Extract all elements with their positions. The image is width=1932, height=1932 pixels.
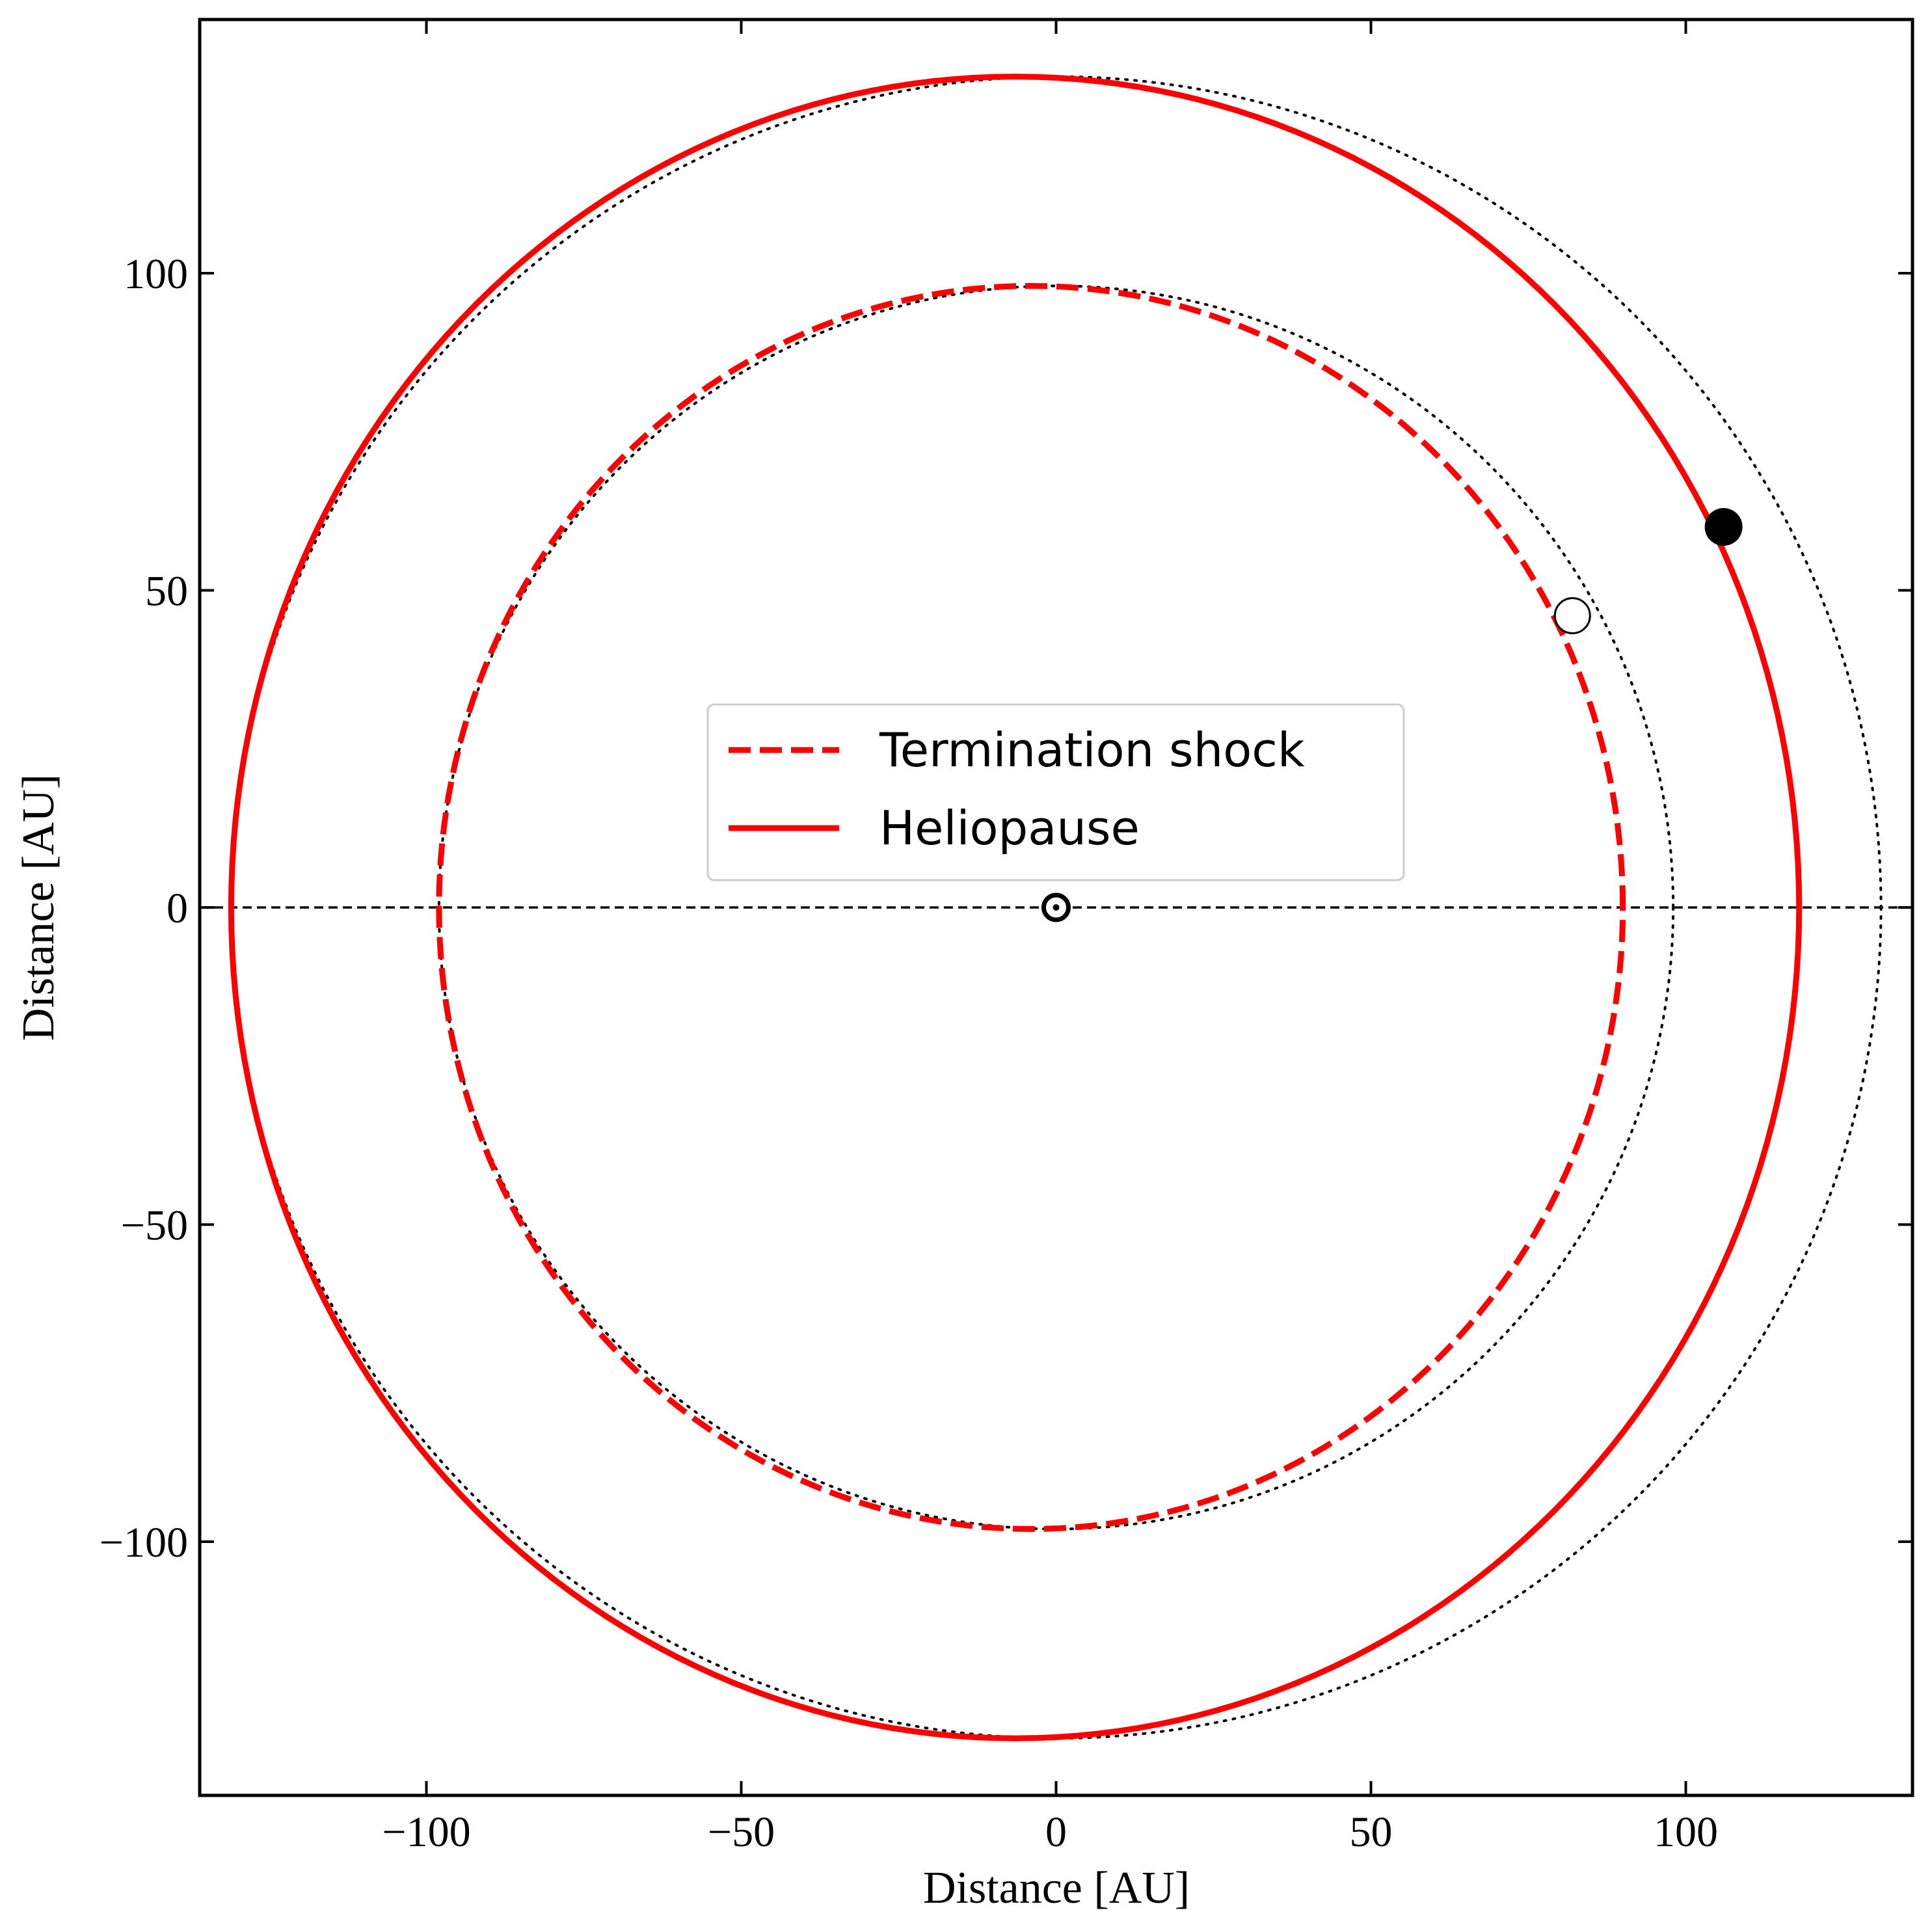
marker-open-circle xyxy=(1553,597,1591,634)
y-tick-label-1: −50 xyxy=(121,1202,188,1250)
x-tick-label-1: −50 xyxy=(708,1808,775,1856)
y-tick-label-3: 50 xyxy=(145,568,188,615)
legend-label-heliopause: Heliopause xyxy=(879,801,1140,855)
x-tick-label-3: 50 xyxy=(1350,1808,1393,1856)
reference-circle-0 xyxy=(437,284,1675,1531)
series-layer xyxy=(228,74,1803,1741)
series-heliopause xyxy=(228,74,1803,1741)
legend-box xyxy=(706,703,1405,881)
marker-filled-circle xyxy=(1704,508,1743,546)
x-tick-label-0: −100 xyxy=(382,1808,470,1856)
x-axis-label: Distance [AU] xyxy=(923,1863,1190,1913)
y-tick-label-0: −100 xyxy=(100,1519,188,1566)
legend-label-termination-shock: Termination shock xyxy=(879,723,1305,777)
y-tick-label-2: 0 xyxy=(167,885,188,932)
marker-sun-dot xyxy=(1053,904,1060,911)
x-tick-label-4: 100 xyxy=(1654,1808,1718,1856)
legend: Termination shock Heliopause xyxy=(706,703,1405,881)
y-axis-label: Distance [AU] xyxy=(14,774,64,1041)
series-termination-shock xyxy=(436,283,1626,1532)
x-tick-label-2: 0 xyxy=(1045,1808,1067,1856)
y-tick-label-4: 100 xyxy=(124,250,188,298)
axis-layer: −100 −50 0 50 100 −100 −50 0 50 100 xyxy=(100,18,1914,1856)
marker-layer xyxy=(1041,508,1743,922)
